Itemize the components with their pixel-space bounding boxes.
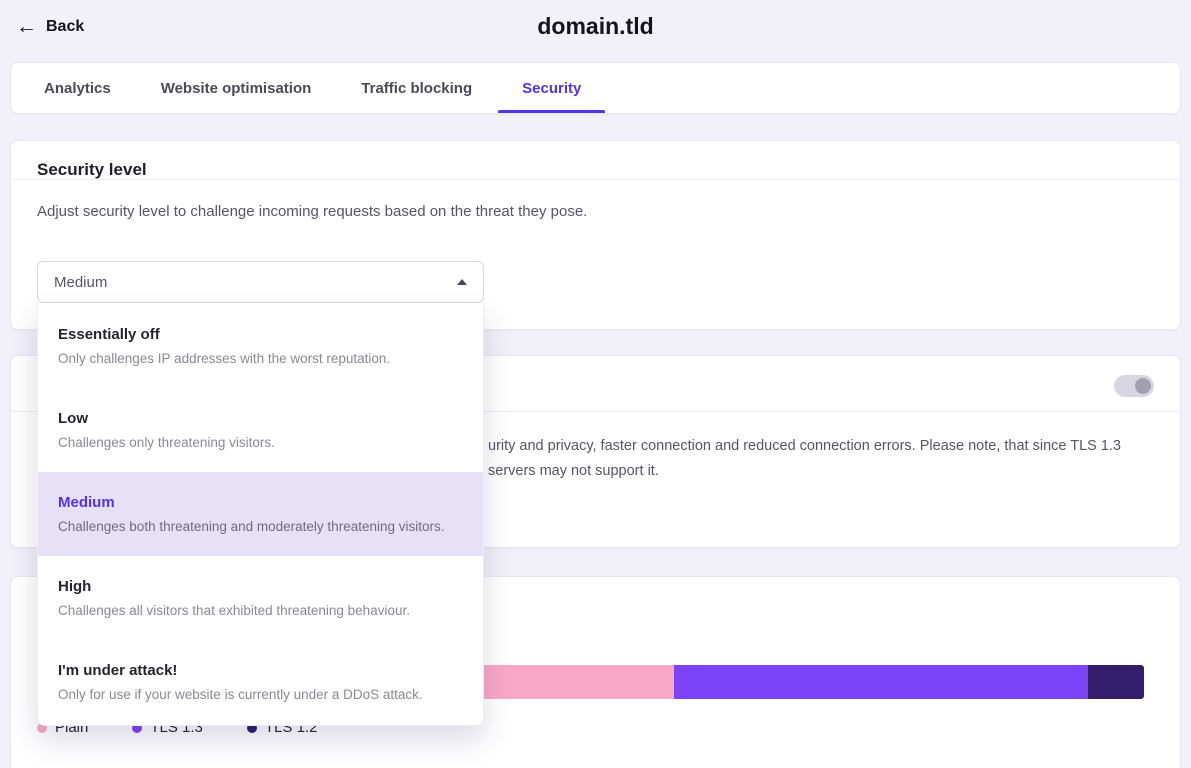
divider [11,411,1180,412]
bar-segment-tls12 [1087,665,1144,699]
tab-list: Analytics Website optimisation Traffic b… [11,63,1180,113]
security-level-selected-value: Medium [54,273,108,291]
security-level-title: Security level [37,160,147,179]
legend-dot-plain-icon [37,722,47,733]
security-level-description: Adjust security level to challenge incom… [37,203,588,220]
option-description: Challenges both threatening and moderate… [58,519,445,534]
option-title: Low [58,410,88,427]
tls-description-line-2: servers may not support it. [488,463,659,479]
dropdown-option-essentially-off[interactable]: Essentially off Only challenges IP addre… [38,304,483,388]
dropdown-option-medium[interactable]: Medium Challenges both threatening and m… [38,472,483,556]
tls-description: urity and privacy, faster connection and… [488,434,1121,484]
tab-security[interactable]: Security [498,63,606,113]
back-label: Back [46,17,85,35]
legend-dot-tls12-icon [246,722,257,733]
tab-bar-card: Analytics Website optimisation Traffic b… [10,62,1181,114]
tls-toggle[interactable] [1114,375,1154,397]
toggle-knob-icon [1135,378,1151,394]
security-level-dropdown: Essentially off Only challenges IP addre… [37,303,484,726]
bar-segment-tls13 [673,665,1088,699]
back-button[interactable]: ← Back [16,16,84,37]
page-title: domain.tld [537,13,654,39]
divider [11,179,1180,180]
security-level-card: Security level Adjust security level to … [10,140,1181,726]
option-title: Medium [58,494,115,511]
tab-website-optimisation[interactable]: Website optimisation [160,79,312,97]
dropdown-option-low[interactable]: Low Challenges only threatening visitors… [38,388,483,472]
option-title: High [58,578,92,595]
dropdown-option-im-under-attack[interactable]: I'm under attack! Only for use if your w… [38,640,483,724]
chevron-up-icon [457,279,467,285]
tab-analytics[interactable]: Analytics [44,79,111,97]
left-arrow-icon: ← [16,15,37,38]
top-header: ← Back domain.tld [0,0,1191,62]
option-description: Challenges only threatening visitors. [58,435,275,450]
option-title: Essentially off [58,326,160,343]
dropdown-option-high[interactable]: High Challenges all visitors that exhibi… [38,556,483,640]
option-description: Only for use if your website is currentl… [58,687,423,702]
security-level-select[interactable]: Medium [37,261,484,303]
option-title: I'm under attack! [58,662,178,679]
tls-description-line-1: urity and privacy, faster connection and… [488,438,1121,454]
tab-traffic-blocking[interactable]: Traffic blocking [361,79,473,97]
option-description: Only challenges IP addresses with the wo… [58,351,391,366]
option-description: Challenges all visitors that exhibited t… [58,603,410,618]
legend-dot-tls13-icon [132,722,143,733]
